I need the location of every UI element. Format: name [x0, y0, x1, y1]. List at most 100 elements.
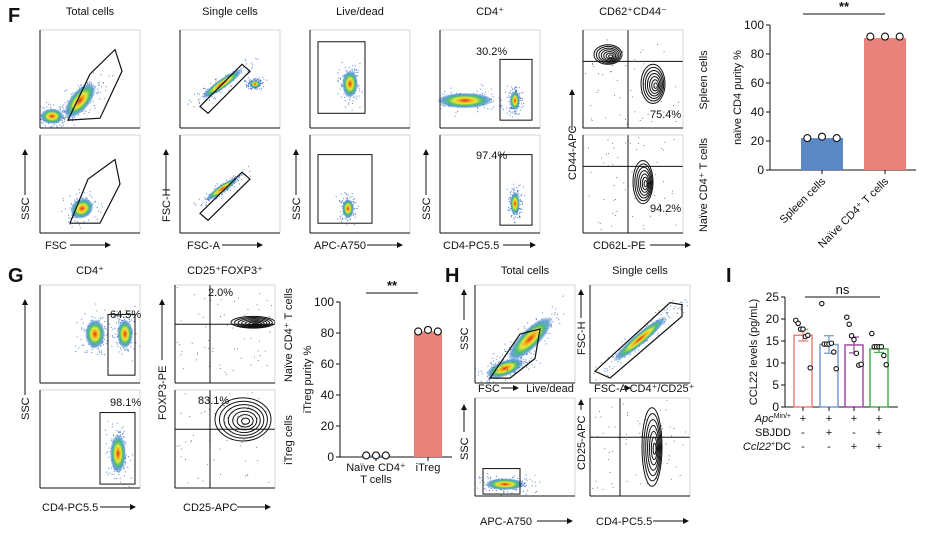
event-dot: [361, 91, 363, 93]
event-dot: [506, 188, 508, 190]
event-dot: [98, 351, 101, 354]
flow-plot: [589, 397, 691, 497]
event-dot: [118, 431, 120, 434]
event-dot: [219, 364, 221, 366]
event-dot: [247, 84, 250, 86]
event-dot: [522, 202, 524, 205]
event-dot: [247, 82, 250, 85]
event-dot: [128, 318, 130, 320]
event-dot: [339, 211, 341, 213]
event-dot: [533, 366, 535, 368]
event-dot: [64, 118, 66, 121]
event-dot: [525, 493, 527, 495]
y-tick-label: 80: [751, 47, 765, 61]
h-title-single: Single cells: [612, 265, 668, 277]
event-dot: [672, 300, 674, 302]
contour-line: [638, 170, 651, 196]
event-dot: [127, 350, 129, 352]
condition-value: +: [851, 441, 857, 453]
event-dot: [507, 198, 509, 200]
data-point: [381, 451, 390, 460]
event-dot: [355, 208, 357, 210]
event-dot: [205, 326, 207, 328]
event-dot: [603, 199, 605, 201]
event-dot: [124, 463, 127, 465]
plot-frame: [174, 284, 276, 384]
event-dot: [344, 96, 346, 99]
event-dot: [86, 350, 88, 352]
event-dot: [515, 489, 518, 491]
f-ylabel-5: CD44-APC: [567, 126, 579, 180]
flow-plot: [39, 29, 141, 129]
event-dot: [105, 343, 108, 345]
event-dot: [240, 445, 242, 447]
event-dot: [193, 202, 195, 204]
g-ylabel-2: FOXP3-PE: [157, 366, 169, 420]
bar-chart-f: 0 20 40 60 80 100 naïve CD4 purity % ** Spleen c…: [732, 0, 916, 251]
event-dot: [341, 214, 344, 216]
h-title-cd4cd25: CD4⁺/CD25⁺: [630, 383, 695, 395]
event-dot: [492, 96, 494, 98]
event-dot: [250, 364, 252, 366]
event-dot: [94, 200, 96, 202]
event-dot: [513, 110, 516, 112]
event-dot: [625, 65, 627, 67]
event-dot: [119, 347, 121, 349]
event-dot: [600, 157, 602, 159]
event-dot: [251, 64, 253, 66]
event-dot: [600, 416, 602, 418]
event-dot: [664, 197, 666, 199]
event-dot: [62, 107, 64, 109]
event-dot: [544, 340, 546, 342]
event-dot: [610, 225, 612, 227]
event-dot: [514, 221, 516, 224]
event-dot: [94, 201, 96, 203]
event-dot: [76, 198, 78, 200]
event-dot: [105, 443, 107, 445]
event-dot: [117, 345, 119, 347]
event-dot: [525, 366, 528, 368]
g-title-cd4: CD4⁺: [76, 265, 104, 277]
event-dot: [352, 65, 354, 67]
event-dot: [355, 95, 358, 97]
event-dot: [105, 471, 108, 473]
event-dot: [108, 447, 110, 449]
y-axis-label: iTreg purity %: [302, 346, 314, 414]
event-dot: [83, 328, 85, 330]
event-dot: [673, 105, 675, 107]
event-dot: [97, 88, 99, 90]
event-dot: [514, 88, 516, 90]
event-dot: [523, 360, 526, 363]
event-dot: [611, 368, 613, 370]
panel-label-i: I: [726, 265, 732, 287]
event-dot: [587, 147, 589, 149]
plot-frame: [39, 134, 141, 234]
event-dot: [518, 92, 521, 95]
event-dot: [480, 88, 482, 90]
event-dot: [485, 489, 487, 491]
event-dot: [180, 412, 182, 414]
event-dot: [658, 203, 660, 205]
event-dot: [547, 332, 549, 334]
event-dot: [176, 341, 178, 343]
event-dot: [69, 195, 71, 197]
event-dot: [519, 211, 521, 213]
event-dot: [132, 454, 134, 456]
event-dot: [226, 439, 228, 441]
event-dot: [257, 460, 259, 462]
event-dot: [243, 424, 245, 426]
event-dot: [528, 360, 531, 362]
event-dot: [268, 481, 270, 483]
event-dot: [245, 60, 247, 62]
event-dot: [79, 227, 81, 229]
event-dot: [596, 91, 598, 93]
event-dot: [109, 323, 111, 325]
event-dot: [61, 110, 63, 113]
event-dot: [94, 105, 96, 107]
event-dot: [673, 138, 675, 140]
density-blob: [70, 198, 94, 219]
event-dot: [119, 318, 121, 320]
event-dot: [488, 378, 490, 380]
event-dot: [522, 490, 525, 493]
event-dot: [83, 221, 85, 223]
